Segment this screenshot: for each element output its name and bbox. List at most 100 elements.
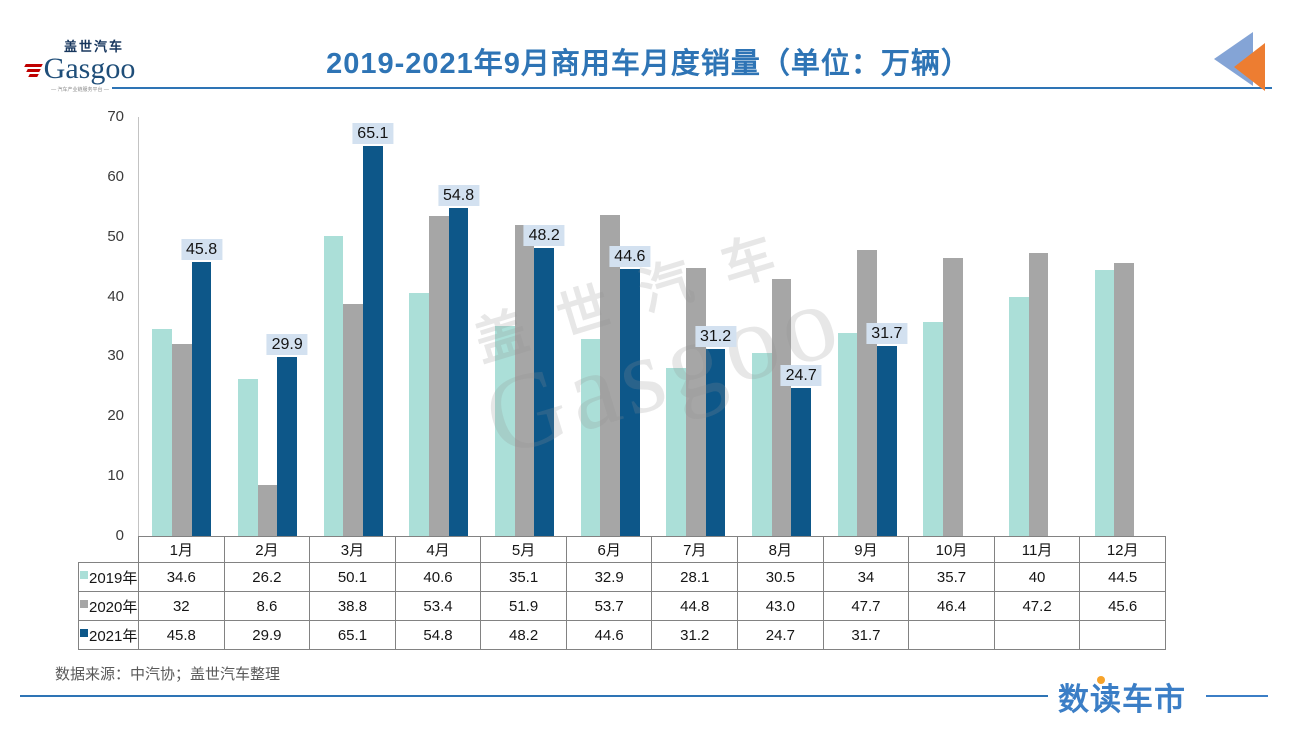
bar-2019年-9月 bbox=[837, 332, 858, 536]
bar-2019年-4月 bbox=[409, 292, 429, 536]
bar-2020年-12月 bbox=[1114, 263, 1135, 536]
value-cell: 24.7 bbox=[737, 620, 824, 650]
value-cell: 35.7 bbox=[908, 562, 995, 592]
value-cell: 45.8 bbox=[138, 620, 225, 650]
value-cell: 65.1 bbox=[309, 620, 396, 650]
value-cell: 40 bbox=[993, 562, 1081, 592]
header-divider bbox=[112, 87, 1272, 89]
bar-2021年-6月 bbox=[620, 269, 640, 536]
bar-2021年-1月 bbox=[191, 261, 212, 536]
month-header-cell: 6月 bbox=[565, 536, 653, 563]
y-axis-tick-label: 0 bbox=[115, 527, 124, 544]
footer-right-dash bbox=[1206, 695, 1268, 697]
month-header-cell: 11月 bbox=[993, 536, 1081, 563]
value-label-2021年-4月: 54.8 bbox=[437, 184, 480, 206]
month-header-cell: 2月 bbox=[223, 536, 311, 563]
legend-swatch-icon bbox=[80, 599, 88, 608]
value-cell: 32 bbox=[138, 591, 225, 621]
gasgoo-logo-cn: 盖世汽车 bbox=[63, 39, 124, 54]
month-header-cell: 12月 bbox=[1079, 536, 1166, 563]
month-header-cell: 8月 bbox=[737, 536, 824, 563]
gasgoo-logo-tagline: — 汽车产业链服务平台 — bbox=[51, 87, 109, 93]
data-source-note: 数据来源：中汽协；盖世汽车整理 bbox=[55, 666, 281, 683]
value-label-2021年-8月: 24.7 bbox=[780, 365, 822, 387]
value-label-2021年-9月: 31.7 bbox=[866, 323, 908, 345]
value-label-2021年-2月: 29.9 bbox=[266, 334, 308, 356]
bar-2020年-10月 bbox=[942, 258, 963, 536]
footer-divider bbox=[20, 695, 1048, 697]
bar-2019年-6月 bbox=[580, 339, 601, 536]
month-header-cell: 5月 bbox=[480, 536, 567, 563]
value-cell: 28.1 bbox=[651, 562, 739, 592]
value-cell: 47.7 bbox=[822, 591, 910, 621]
table-row-2021年: 2021年 45.8 29.9 65.1 54.8 48.2 44.6 31.2 24.7 31.… bbox=[78, 620, 1166, 650]
bar-2020年-7月 bbox=[685, 267, 706, 536]
y-axis-tick-label: 30 bbox=[107, 347, 124, 365]
month-header-cell: 7月 bbox=[651, 536, 739, 563]
legend-row-header: 2019年 bbox=[78, 562, 139, 592]
page-title: 2019-2021年9月商用车月度销量（单位：万辆） bbox=[326, 48, 971, 80]
bar-2019年-11月 bbox=[1008, 296, 1029, 536]
value-cell bbox=[993, 620, 1081, 650]
value-label-2021年-6月: 44.6 bbox=[609, 246, 651, 268]
bar-2019年-3月 bbox=[323, 236, 344, 536]
gasgoo-logo: 盖世汽车 Gasgoo — 汽车产业链服务平台 — bbox=[20, 36, 140, 93]
value-cell: 43.0 bbox=[737, 591, 824, 621]
value-cell: 40.6 bbox=[394, 562, 482, 592]
bar-2020年-1月 bbox=[171, 344, 192, 536]
value-cell: 30.5 bbox=[737, 562, 824, 592]
bar-2019年-12月 bbox=[1094, 269, 1115, 536]
bar-2020年-8月 bbox=[771, 278, 792, 536]
gasgoo-logo-stripes-icon bbox=[23, 62, 43, 77]
value-cell: 46.4 bbox=[908, 591, 995, 621]
chart-data-table: 1月 2月 3月 4月 5月 6月 7月 8月 9月 10月 11月 12月 2019年 34.6 26.2… bbox=[78, 536, 1166, 650]
value-label-2021年-1月: 45.8 bbox=[180, 238, 223, 260]
table-corner-cell bbox=[79, 537, 139, 563]
bar-2019年-2月 bbox=[237, 379, 258, 536]
table-row-2020年: 2020年 32 8.6 38.8 53.4 51.9 53.7 44.8 43.0 47.7 46… bbox=[78, 591, 1166, 621]
bar-2019年-8月 bbox=[751, 353, 772, 536]
bar-2020年-3月 bbox=[343, 303, 364, 536]
bar-2020年-2月 bbox=[257, 484, 278, 536]
value-cell: 34 bbox=[822, 562, 910, 592]
bar-2021年-3月 bbox=[363, 146, 383, 536]
value-cell: 53.4 bbox=[394, 591, 482, 621]
month-header-cell: 4月 bbox=[394, 536, 482, 563]
value-cell: 47.2 bbox=[993, 591, 1081, 621]
value-cell: 54.8 bbox=[394, 620, 482, 650]
value-cell: 51.9 bbox=[480, 591, 567, 621]
y-axis-tick-label: 50 bbox=[107, 227, 124, 245]
bar-2021年-4月 bbox=[448, 207, 469, 536]
y-axis-tick-label: 20 bbox=[107, 407, 124, 425]
bar-2020年-6月 bbox=[600, 214, 621, 536]
month-header-cell: 9月 bbox=[822, 536, 910, 563]
value-label-2021年-5月: 48.2 bbox=[523, 224, 565, 246]
gasgoo-logo-en: Gasgoo bbox=[43, 52, 136, 85]
value-cell: 44.6 bbox=[565, 620, 653, 650]
value-cell: 32.9 bbox=[565, 562, 653, 592]
month-header-cell: 3月 bbox=[309, 536, 396, 563]
value-cell: 44.8 bbox=[651, 591, 739, 621]
month-header-cell: 10月 bbox=[908, 536, 995, 563]
bar-chart-plot-area: 盖世汽车 Gasgoo 45.8 29.9 65.1 54.8 48.2 44.6 31.2… bbox=[138, 117, 1166, 536]
bar-2019年-5月 bbox=[494, 325, 515, 536]
bar-2019年-1月 bbox=[152, 328, 172, 536]
bar-2021年-2月 bbox=[277, 357, 298, 536]
value-cell: 26.2 bbox=[223, 562, 311, 592]
bar-2021年-8月 bbox=[791, 388, 812, 536]
value-cell: 8.6 bbox=[223, 591, 311, 621]
y-axis: 0 10 20 30 40 50 60 70 bbox=[88, 108, 130, 544]
y-axis-tick-label: 70 bbox=[107, 108, 124, 125]
bar-2021年-5月 bbox=[534, 247, 555, 536]
value-cell: 44.5 bbox=[1079, 562, 1166, 592]
legend-row-header: 2021年 bbox=[78, 620, 139, 650]
value-cell bbox=[908, 620, 995, 650]
value-cell: 31.2 bbox=[651, 620, 739, 650]
bar-2020年-4月 bbox=[428, 216, 449, 536]
value-label-2021年-7月: 31.2 bbox=[694, 326, 737, 348]
value-cell: 38.8 bbox=[309, 591, 396, 621]
value-cell: 48.2 bbox=[480, 620, 567, 650]
bar-2019年-10月 bbox=[923, 322, 943, 536]
legend-row-header: 2020年 bbox=[78, 591, 139, 621]
month-header-cell: 1月 bbox=[138, 536, 225, 563]
